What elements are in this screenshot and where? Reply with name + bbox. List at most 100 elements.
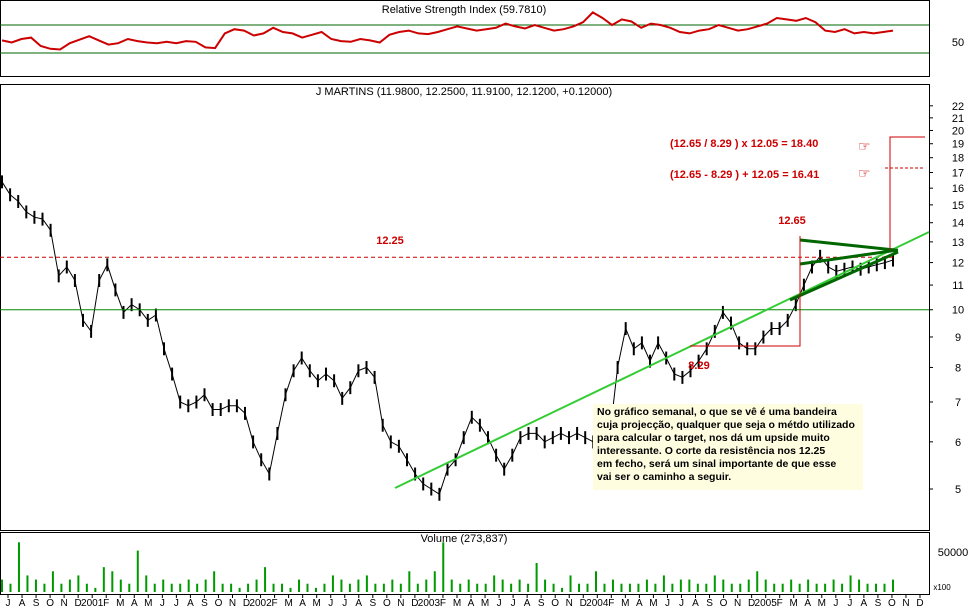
price-axis-tick-label: 5 (955, 484, 961, 496)
x-axis-tick-label: N (61, 598, 68, 609)
x-axis-tick-label: O (720, 598, 728, 609)
note-line: cuja projecção, qualquer que seja o métd… (597, 419, 855, 431)
price-axis-tick-label: 18 (952, 153, 964, 165)
x-axis-tick-label: M (790, 598, 798, 609)
price-axis-tick-label: 21 (952, 113, 964, 125)
price-title: J MARTINS (11.9800, 12.2500, 11.9100, 12… (316, 86, 612, 98)
x-axis-tick-label: J (328, 598, 333, 609)
x-axis-tick-label: A (187, 598, 194, 609)
target-calc-additive: (12.65 - 8.29 ) + 12.05 = 16.41 (670, 169, 819, 181)
x-axis-tick-label: M (481, 598, 489, 609)
x-axis-tick-label: D (916, 598, 923, 609)
x-axis-tick-label: D (243, 598, 250, 609)
x-axis-tick-label: J (342, 598, 347, 609)
x-axis-tick-label: M (144, 598, 152, 609)
rsi-panel (0, 0, 930, 77)
x-axis-tick-label: 2005 (755, 598, 778, 609)
price-axis-tick-label: 20 (952, 125, 964, 137)
x-axis-tick-label: A (299, 598, 306, 609)
x-axis-tick-label: J (665, 598, 670, 609)
x-axis-tick-label: 2002 (249, 598, 272, 609)
note-line: em fecho, será um sinal importante de qu… (597, 458, 837, 470)
x-axis-tick-label: J (833, 598, 838, 609)
volume-scale-label: x100 (933, 583, 951, 592)
x-axis-tick-label: J (497, 598, 502, 609)
x-axis-tick-label: J (679, 598, 684, 609)
x-axis-tick-label: O (551, 598, 559, 609)
price-axis-tick-label: 13 (952, 237, 964, 249)
x-axis-tick-label: J (847, 598, 852, 609)
projection-bracket (690, 236, 801, 347)
price-axis-tick-label: 8 (955, 362, 961, 374)
note-line: para calcular o target, nos dá um upside… (597, 432, 830, 444)
volume-title: Volume (273,837) (421, 533, 508, 545)
x-axis-tick-label: S (201, 598, 208, 609)
flag-upper-line (799, 248, 899, 266)
x-axis-tick-label: J (174, 598, 179, 609)
uptrend-line (394, 231, 930, 489)
x-axis-tick-label: 2003 (418, 598, 441, 609)
x-axis-tick-label: A (355, 598, 362, 609)
resistance-label: 12.25 (376, 235, 404, 247)
x-axis-tick-label: F (103, 598, 109, 609)
x-axis-tick-label: S (369, 598, 376, 609)
x-axis-tick-label: M (284, 598, 292, 609)
x-axis-tick-label: F (608, 598, 614, 609)
price-axis-tick-label: 12 (952, 258, 964, 270)
x-axis-tick-label: F (777, 598, 783, 609)
target-calc-multiplicative: (12.65 / 8.29 ) x 12.05 = 18.40 (670, 138, 818, 150)
low-label: 8.29 (688, 360, 709, 372)
x-axis-tick-label: M (649, 598, 657, 609)
x-axis-tick-label: N (734, 598, 741, 609)
note-line: No gráfico semanal, o que se vê é uma ba… (597, 406, 837, 418)
price-axis-tick-label: 10 (952, 305, 964, 317)
price-axis-tick-label: 14 (952, 218, 964, 230)
x-axis-tick-label: D (411, 598, 418, 609)
x-axis-tick-label: A (468, 598, 475, 609)
x-axis-tick-label: S (875, 598, 882, 609)
pointing-hand-icon: ☞ (858, 165, 871, 181)
x-axis-tick-label: D (75, 598, 82, 609)
x-axis-tick-label: N (397, 598, 404, 609)
x-axis-tick-label: J (6, 598, 11, 609)
rsi-title: Relative Strength Index (59.7810) (382, 4, 547, 16)
x-axis-tick-label: A (131, 598, 138, 609)
pointing-hand-icon: ☞ (858, 138, 871, 154)
x-axis-tick-label: A (19, 598, 26, 609)
x-axis-tick-label: J (160, 598, 165, 609)
x-axis-tick-label: F (272, 598, 278, 609)
rsi-tick-label: 50 (952, 37, 964, 49)
x-axis-tick-label: J (511, 598, 516, 609)
x-axis-tick-label: N (229, 598, 236, 609)
x-axis-tick-label: O (46, 598, 54, 609)
x-axis-tick-label: M (818, 598, 826, 609)
price-axis-tick-label: 22 (952, 101, 964, 113)
x-axis-tick-label: N (566, 598, 573, 609)
price-line (1, 181, 894, 495)
x-axis-tick-label: A (524, 598, 531, 609)
price-axis-tick-label: 16 (952, 183, 964, 195)
x-axis-tick-label: F (440, 598, 446, 609)
x-axis-tick-label: 2004 (586, 598, 609, 609)
x-axis-tick-label: A (861, 598, 868, 609)
rsi-line (1, 11, 894, 51)
x-axis-tick-label: S (538, 598, 545, 609)
price-axis-tick-label: 15 (952, 200, 964, 212)
analysis-note: No gráfico semanal, o que se vê é uma ba… (593, 404, 863, 490)
x-axis-tick-label: M (116, 598, 124, 609)
x-axis-tick-label: N (902, 598, 909, 609)
volume-tick-label: 50000 (938, 547, 969, 559)
x-axis-tick-label: M (313, 598, 321, 609)
x-axis-tick-label: A (636, 598, 643, 609)
x-axis-tick-label: S (33, 598, 40, 609)
target-bracket-high (889, 136, 925, 250)
x-axis-tick-label: S (706, 598, 713, 609)
price-axis-tick-label: 9 (955, 332, 961, 344)
x-axis-tick-label: O (215, 598, 223, 609)
x-axis-tick-label: A (804, 598, 811, 609)
x-axis-tick-label: D (580, 598, 587, 609)
x-axis-tick-label: O (888, 598, 896, 609)
x-axis-tick-label: M (453, 598, 461, 609)
x-axis-tick-label: 2001 (81, 598, 104, 609)
